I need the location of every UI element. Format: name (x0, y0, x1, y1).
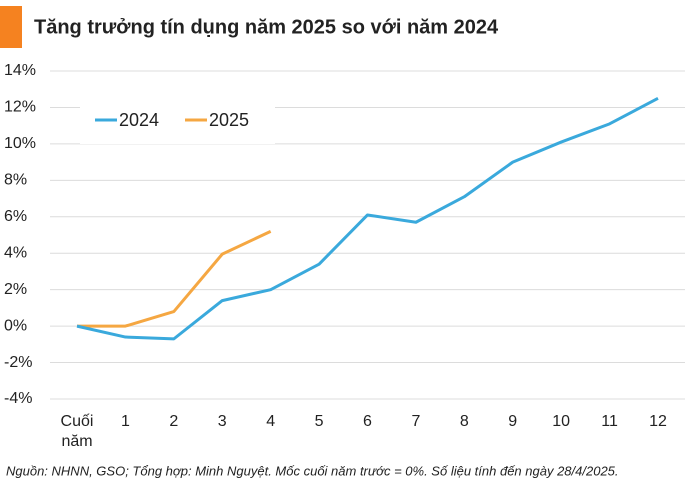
legend-label: 2025 (209, 110, 249, 130)
title-accent (0, 6, 22, 48)
y-tick-label: 2% (4, 281, 27, 298)
x-tick-label: 1 (120, 413, 130, 430)
series-line (76, 97, 659, 341)
x-tick-label: 9 (508, 413, 518, 430)
x-tick-label: 8 (459, 413, 469, 430)
y-tick-label: 4% (4, 244, 27, 261)
footnote: Nguồn: NHNN, GSO; Tổng hợp: Minh Nguyệt.… (6, 463, 619, 478)
chart-title: Tăng trưởng tín dụng năm 2025 so với năm… (34, 16, 499, 38)
x-tick-label: 10 (552, 413, 571, 430)
x-tick-label: 6 (363, 413, 372, 430)
x-tick-label: 5 (314, 413, 324, 430)
y-tick-label: 14% (4, 62, 36, 79)
x-tick-label: Cuối năm (60, 413, 94, 450)
y-tick-label: 6% (4, 208, 27, 225)
x-tick-label: 2 (169, 413, 179, 430)
y-tick-label: 10% (4, 135, 36, 152)
x-tick-label: 12 (649, 413, 667, 430)
legend-label: 2024 (119, 110, 159, 130)
x-tick-label: 3 (217, 413, 227, 430)
series-line (77, 229, 272, 328)
x-tick-label: 4 (266, 413, 276, 430)
y-tick-label: 8% (4, 172, 27, 189)
y-tick-label: 12% (4, 99, 36, 116)
x-tick-label: 11 (601, 413, 618, 430)
y-tick-label: -4% (4, 390, 32, 407)
y-tick-label: 0% (4, 317, 27, 334)
y-tick-label: -2% (4, 354, 32, 371)
x-tick-label: 7 (411, 413, 421, 430)
